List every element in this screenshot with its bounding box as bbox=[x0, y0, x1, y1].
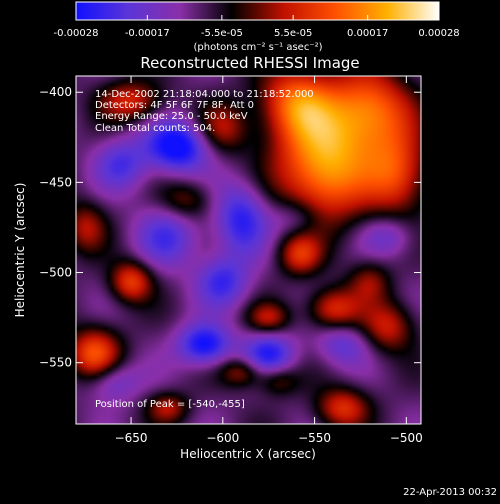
annotation-line-4: Clean Total counts: 504. bbox=[95, 123, 215, 134]
colorbar-tick-label: -5.5e-05 bbox=[201, 28, 243, 39]
plot-area: −650 −600 −550 −500 −400 −450 −500 −550 14-Dec… bbox=[39, 75, 423, 445]
heatmap-image bbox=[76, 76, 421, 424]
peak-position-label: Position of Peak = [-540,-455] bbox=[95, 399, 245, 410]
annotation-line-3: Energy Range: 25.0 - 50.0 keV bbox=[95, 111, 248, 122]
y-axis-ticks: −400 −450 −500 −550 bbox=[39, 85, 421, 370]
x-tick-label: −600 bbox=[206, 431, 239, 445]
annotation-block: 14-Dec-2002 21:18:04.000 to 21:18:52.000… bbox=[95, 89, 314, 134]
colorbar-tick-label: 5.5e-05 bbox=[274, 28, 312, 39]
y-tick-label: −550 bbox=[39, 356, 72, 370]
y-axis-label: Heliocentric Y (arcsec) bbox=[13, 183, 27, 318]
y-tick-label: −400 bbox=[39, 85, 72, 99]
y-tick-label: −450 bbox=[39, 175, 72, 189]
colorbar-strip bbox=[75, 1, 440, 21]
x-tick-label: −500 bbox=[390, 431, 423, 445]
y-tick-label: −500 bbox=[39, 266, 72, 280]
colorbar-unit-label: (photons cm⁻² s⁻¹ asec⁻²) bbox=[193, 42, 322, 53]
x-axis-ticks: −650 −600 −550 −500 bbox=[115, 76, 423, 445]
colorbar: -0.00028 -0.00017 -5.5e-05 5.5e-05 0.00017 0.… bbox=[54, 1, 460, 53]
annotation-line-2: Detectors: 4F 5F 6F 7F 8F, Att 0 bbox=[95, 100, 254, 111]
x-tick-label: −550 bbox=[298, 431, 331, 445]
chart-title: Reconstructed RHESSI Image bbox=[140, 54, 359, 72]
colorbar-tick-label: -0.00017 bbox=[125, 28, 170, 39]
plot-frame bbox=[75, 75, 422, 425]
x-tick-label: −650 bbox=[115, 431, 148, 445]
annotation-line-1: 14-Dec-2002 21:18:04.000 to 21:18:52.000 bbox=[95, 89, 314, 100]
colorbar-ticks: -0.00028 -0.00017 -5.5e-05 5.5e-05 0.00017 0.… bbox=[54, 15, 460, 39]
colorbar-tick-label: -0.00028 bbox=[54, 28, 99, 39]
x-axis-label: Heliocentric X (arcsec) bbox=[180, 447, 316, 461]
colorbar-tick-label: 0.00017 bbox=[347, 28, 388, 39]
colorbar-tick-label: 0.00028 bbox=[418, 28, 459, 39]
footer-date: 22-Apr-2013 00:32 bbox=[403, 487, 497, 498]
